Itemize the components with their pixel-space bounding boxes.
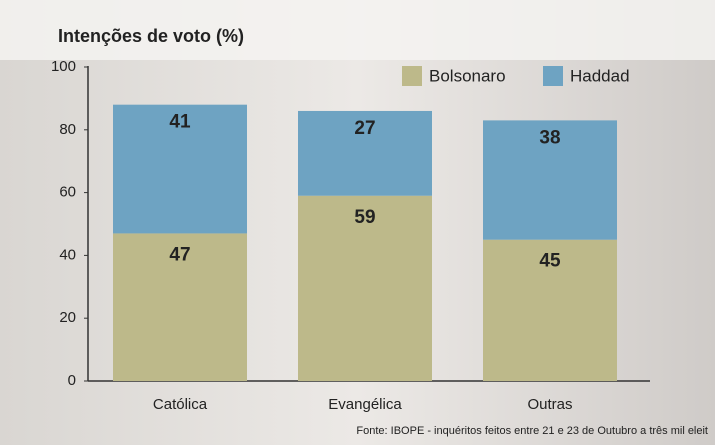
y-tick-label: 40 [59,246,76,263]
y-tick-label: 80 [59,121,76,138]
x-tick-label: Católica [153,396,208,413]
chart-title: Intenções de voto (%) [58,26,244,46]
bar-segment [483,239,617,381]
data-label: 27 [354,118,375,139]
legend-swatch [402,66,422,86]
bar-segment [113,104,247,234]
y-tick-label: 0 [68,372,76,389]
data-label: 38 [539,127,560,148]
legend-swatch [543,66,563,86]
y-tick-label: 100 [51,58,76,75]
x-tick-label: Outras [527,396,572,413]
legend-label: Haddad [570,66,630,85]
bar-segment [298,110,432,196]
source-note: Fonte: IBOPE - inquéritos feitos entre 2… [356,425,708,437]
x-tick-label: Evangélica [328,396,402,413]
bar-segment [113,233,247,381]
data-label: 45 [539,251,561,272]
data-label: 47 [169,244,190,265]
data-label: 59 [354,207,375,228]
y-tick-label: 60 [59,184,76,201]
y-tick-label: 20 [59,309,76,326]
data-label: 41 [169,112,191,133]
legend-label: Bolsonaro [429,66,506,85]
bar-segment [298,195,432,381]
title-band [0,0,715,60]
bar-segment [483,120,617,240]
